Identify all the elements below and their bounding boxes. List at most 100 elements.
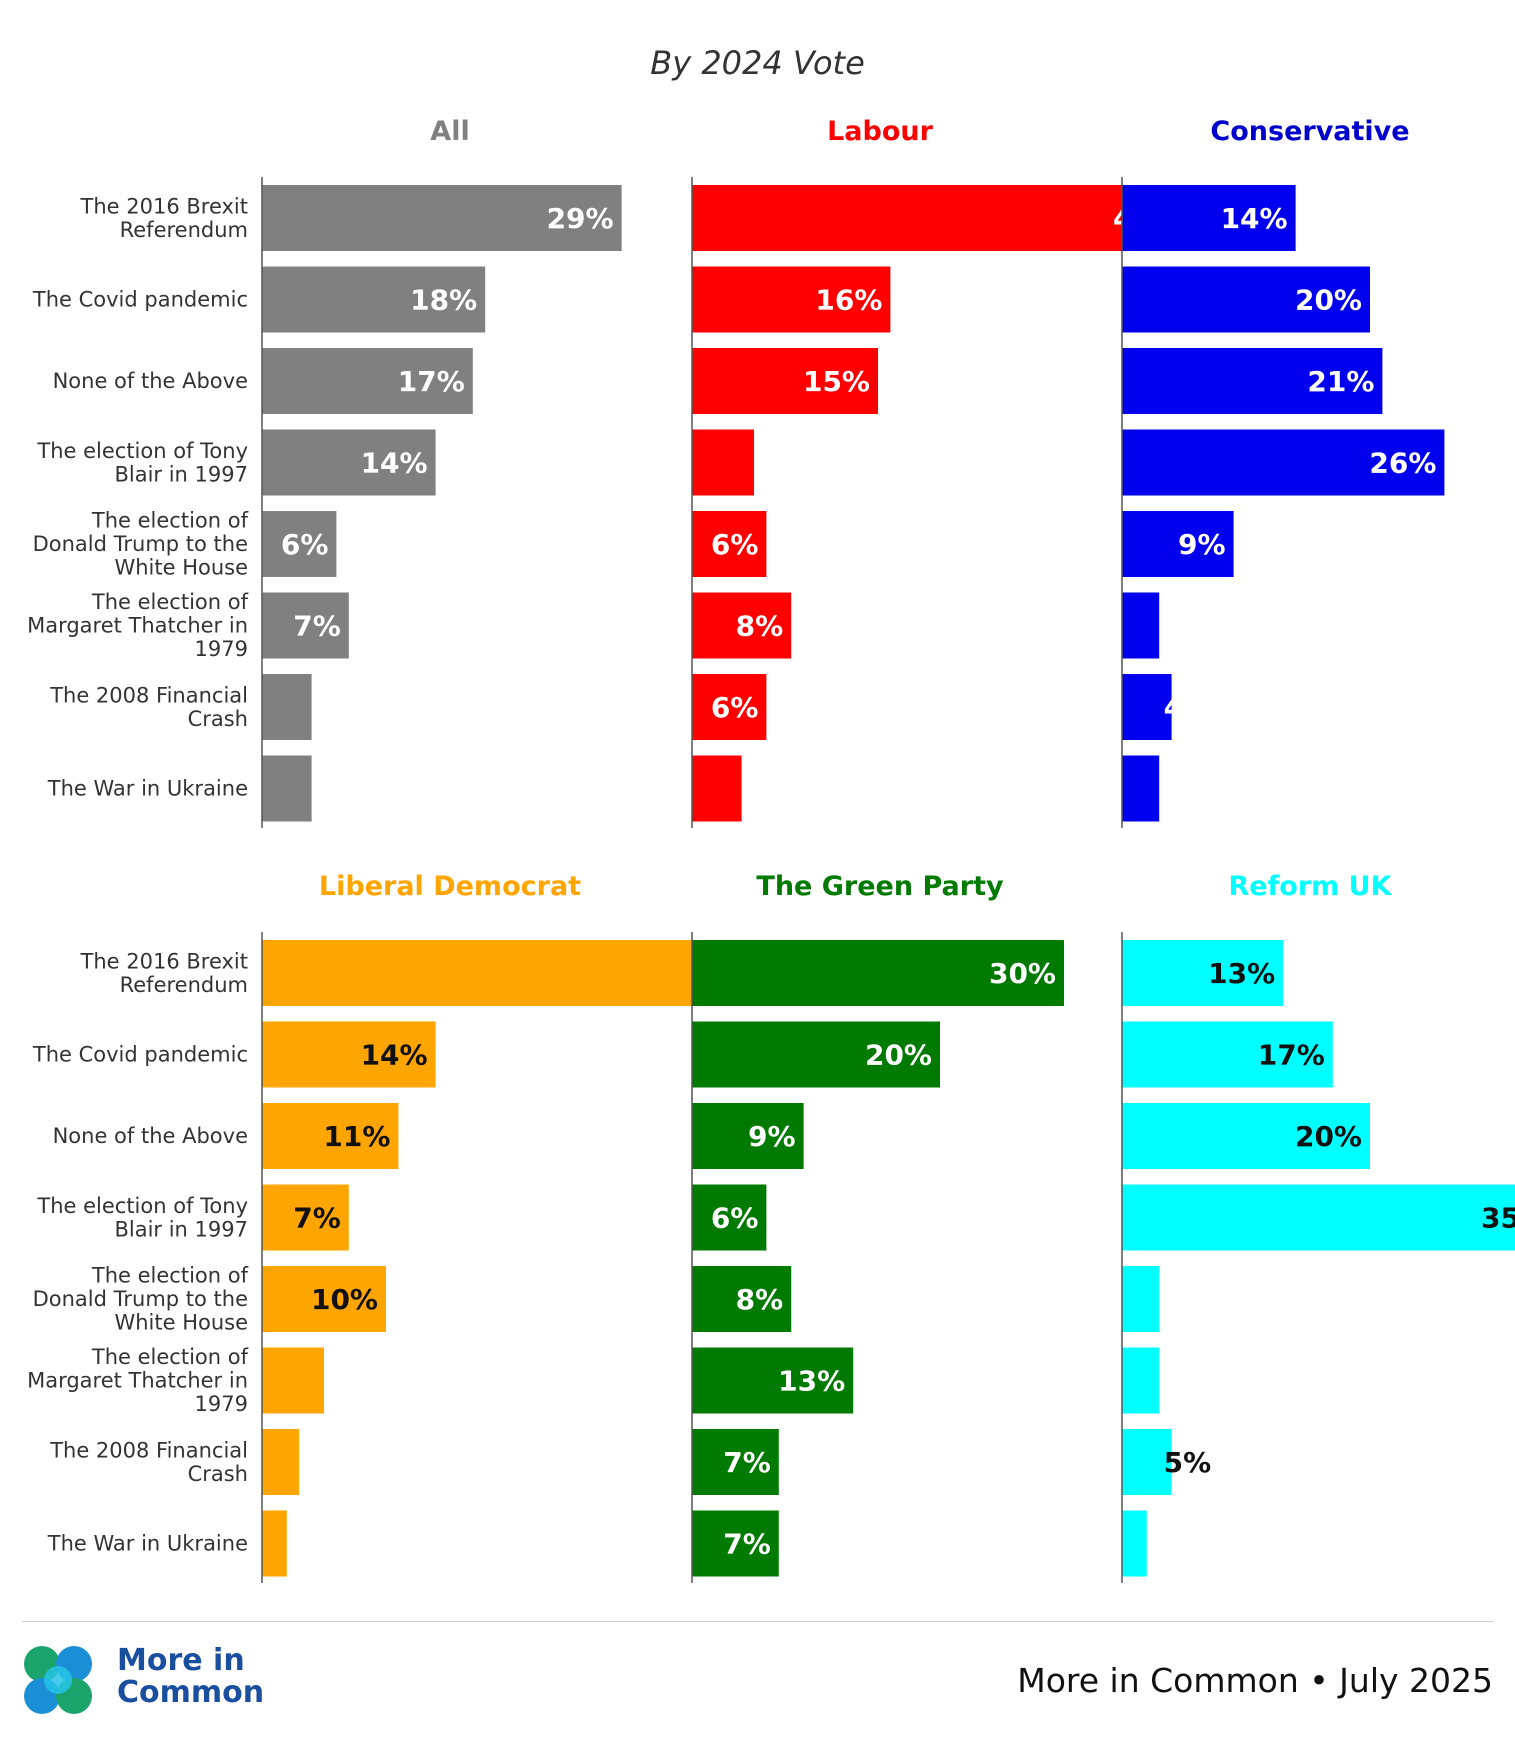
bar <box>262 348 473 414</box>
brand-name: More in Common <box>117 1645 264 1709</box>
bar <box>692 755 742 822</box>
category-label-line: The Covid pandemic <box>32 288 248 312</box>
bar <box>1122 1021 1333 1088</box>
category-label-line: Blair in 1997 <box>114 462 248 486</box>
category-label-line: The 2016 Brexit <box>80 194 248 218</box>
category-label-line: White House <box>114 1311 248 1335</box>
panel-3: Conservative 14% 20% 21% 26% 9% 4% <box>1121 116 1445 828</box>
data-label: 26% <box>1369 447 1436 480</box>
brand-line-1: More in <box>117 1643 245 1678</box>
category-label: The election of Donald Trump to the White … <box>33 1264 249 1335</box>
bar <box>1122 674 1172 740</box>
category-label-line: Margaret Thatcher in <box>27 614 248 638</box>
category-label: The Covid pandemic <box>32 1043 248 1067</box>
data-label: 29% <box>547 202 614 235</box>
bar <box>262 755 312 822</box>
panel-6: Reform UK 13% 17% 20% 35% 5% <box>1121 871 1515 1583</box>
category-label-line: The election of Tony <box>36 439 248 463</box>
category-label: The 2016 Brexit Referendum <box>80 194 248 242</box>
data-label: 13% <box>1208 957 1275 990</box>
data-label: 6% <box>711 691 759 724</box>
data-label: 10% <box>311 1283 378 1316</box>
category-label-line: Donald Trump to the <box>33 532 248 556</box>
data-label: 4% <box>1164 691 1212 724</box>
category-label-line: Blair in 1997 <box>114 1217 248 1241</box>
bar <box>692 348 878 414</box>
category-label: The Covid pandemic <box>32 288 248 312</box>
data-label: 14% <box>1221 202 1288 235</box>
bar <box>262 1510 287 1577</box>
bar <box>1122 348 1383 414</box>
category-label: The election of Margaret Thatcher in 1979 <box>27 1345 249 1416</box>
category-label-line: The election of Tony <box>36 1194 248 1218</box>
footer-divider <box>22 1621 1493 1622</box>
bar <box>692 1103 804 1169</box>
data-label: 7% <box>723 1528 771 1561</box>
bar <box>262 429 436 496</box>
category-label-line: Margaret Thatcher in <box>27 1369 248 1393</box>
bar <box>262 1184 349 1251</box>
bar <box>1122 429 1445 496</box>
data-label: 20% <box>1295 284 1362 317</box>
data-label: 8% <box>736 1283 784 1316</box>
bar <box>692 185 1188 251</box>
category-label: The election of Tony Blair in 1997 <box>36 439 248 487</box>
data-label: 14% <box>361 1039 428 1072</box>
bar <box>1122 1347 1160 1414</box>
bar <box>1122 1184 1515 1251</box>
bar <box>692 1510 779 1577</box>
bar <box>1122 511 1234 577</box>
category-label: None of the Above <box>53 369 248 393</box>
panel-title: Liberal Democrat <box>319 871 581 902</box>
data-label: 7% <box>293 610 341 643</box>
bar <box>692 429 754 496</box>
data-label: 16% <box>815 284 882 317</box>
data-label: 14% <box>361 447 428 480</box>
bar <box>262 1347 324 1414</box>
bar <box>1122 1510 1147 1577</box>
category-label: The 2016 Brexit Referendum <box>80 949 248 997</box>
bar <box>692 1021 940 1088</box>
category-label: None of the Above <box>53 1124 248 1148</box>
category-label: The election of Margaret Thatcher in 1979 <box>27 590 249 661</box>
bar <box>692 266 891 333</box>
bar <box>262 1103 399 1169</box>
bar <box>262 1021 436 1088</box>
panel-title: Labour <box>827 116 934 147</box>
panel-1: All The 2016 Brexit Referendum The Covid pa… <box>27 116 622 828</box>
data-label: 9% <box>1178 528 1226 561</box>
bar <box>692 674 767 740</box>
category-label-line: White House <box>114 556 248 580</box>
chart-title: By 2024 Vote <box>650 44 865 82</box>
category-label-line: Referendum <box>120 218 248 242</box>
category-label-line: Donald Trump to the <box>33 1287 248 1311</box>
source-credit: More in Common • July 2025 <box>1017 1661 1493 1700</box>
data-label: 9% <box>748 1120 796 1153</box>
panel-title: Reform UK <box>1228 871 1392 902</box>
panel-4: Liberal Democrat The 2016 Brexit Referendu… <box>27 871 870 1583</box>
data-label: 35% <box>1481 1202 1515 1235</box>
category-label-line: The election of <box>91 1264 249 1288</box>
category-label: The election of Tony Blair in 1997 <box>36 1194 248 1242</box>
data-label: 11% <box>323 1120 390 1153</box>
category-label-line: The 2008 Financial <box>49 1438 248 1462</box>
panel-5: The Green Party 30% 20% 9% 6% 8% 13% 7% 7% <box>691 871 1064 1583</box>
data-label: 7% <box>293 1202 341 1235</box>
bar <box>692 1266 792 1332</box>
category-label: The 2008 Financial Crash <box>49 1438 248 1486</box>
data-label: 13% <box>778 1365 845 1398</box>
data-label: 20% <box>865 1039 932 1072</box>
category-label-line: None of the Above <box>53 369 248 393</box>
bar <box>692 940 1064 1006</box>
category-label-line: The 2008 Financial <box>49 683 248 707</box>
category-label-line: The election of <box>91 509 249 533</box>
bar <box>1122 1266 1160 1332</box>
bar <box>262 511 337 577</box>
panel-2: Labour40%16%15%6%8%6% <box>691 116 1188 828</box>
bar <box>1122 755 1160 822</box>
data-label: 6% <box>711 1202 759 1235</box>
bar <box>692 592 792 659</box>
category-label-line: The 2016 Brexit <box>80 949 248 973</box>
